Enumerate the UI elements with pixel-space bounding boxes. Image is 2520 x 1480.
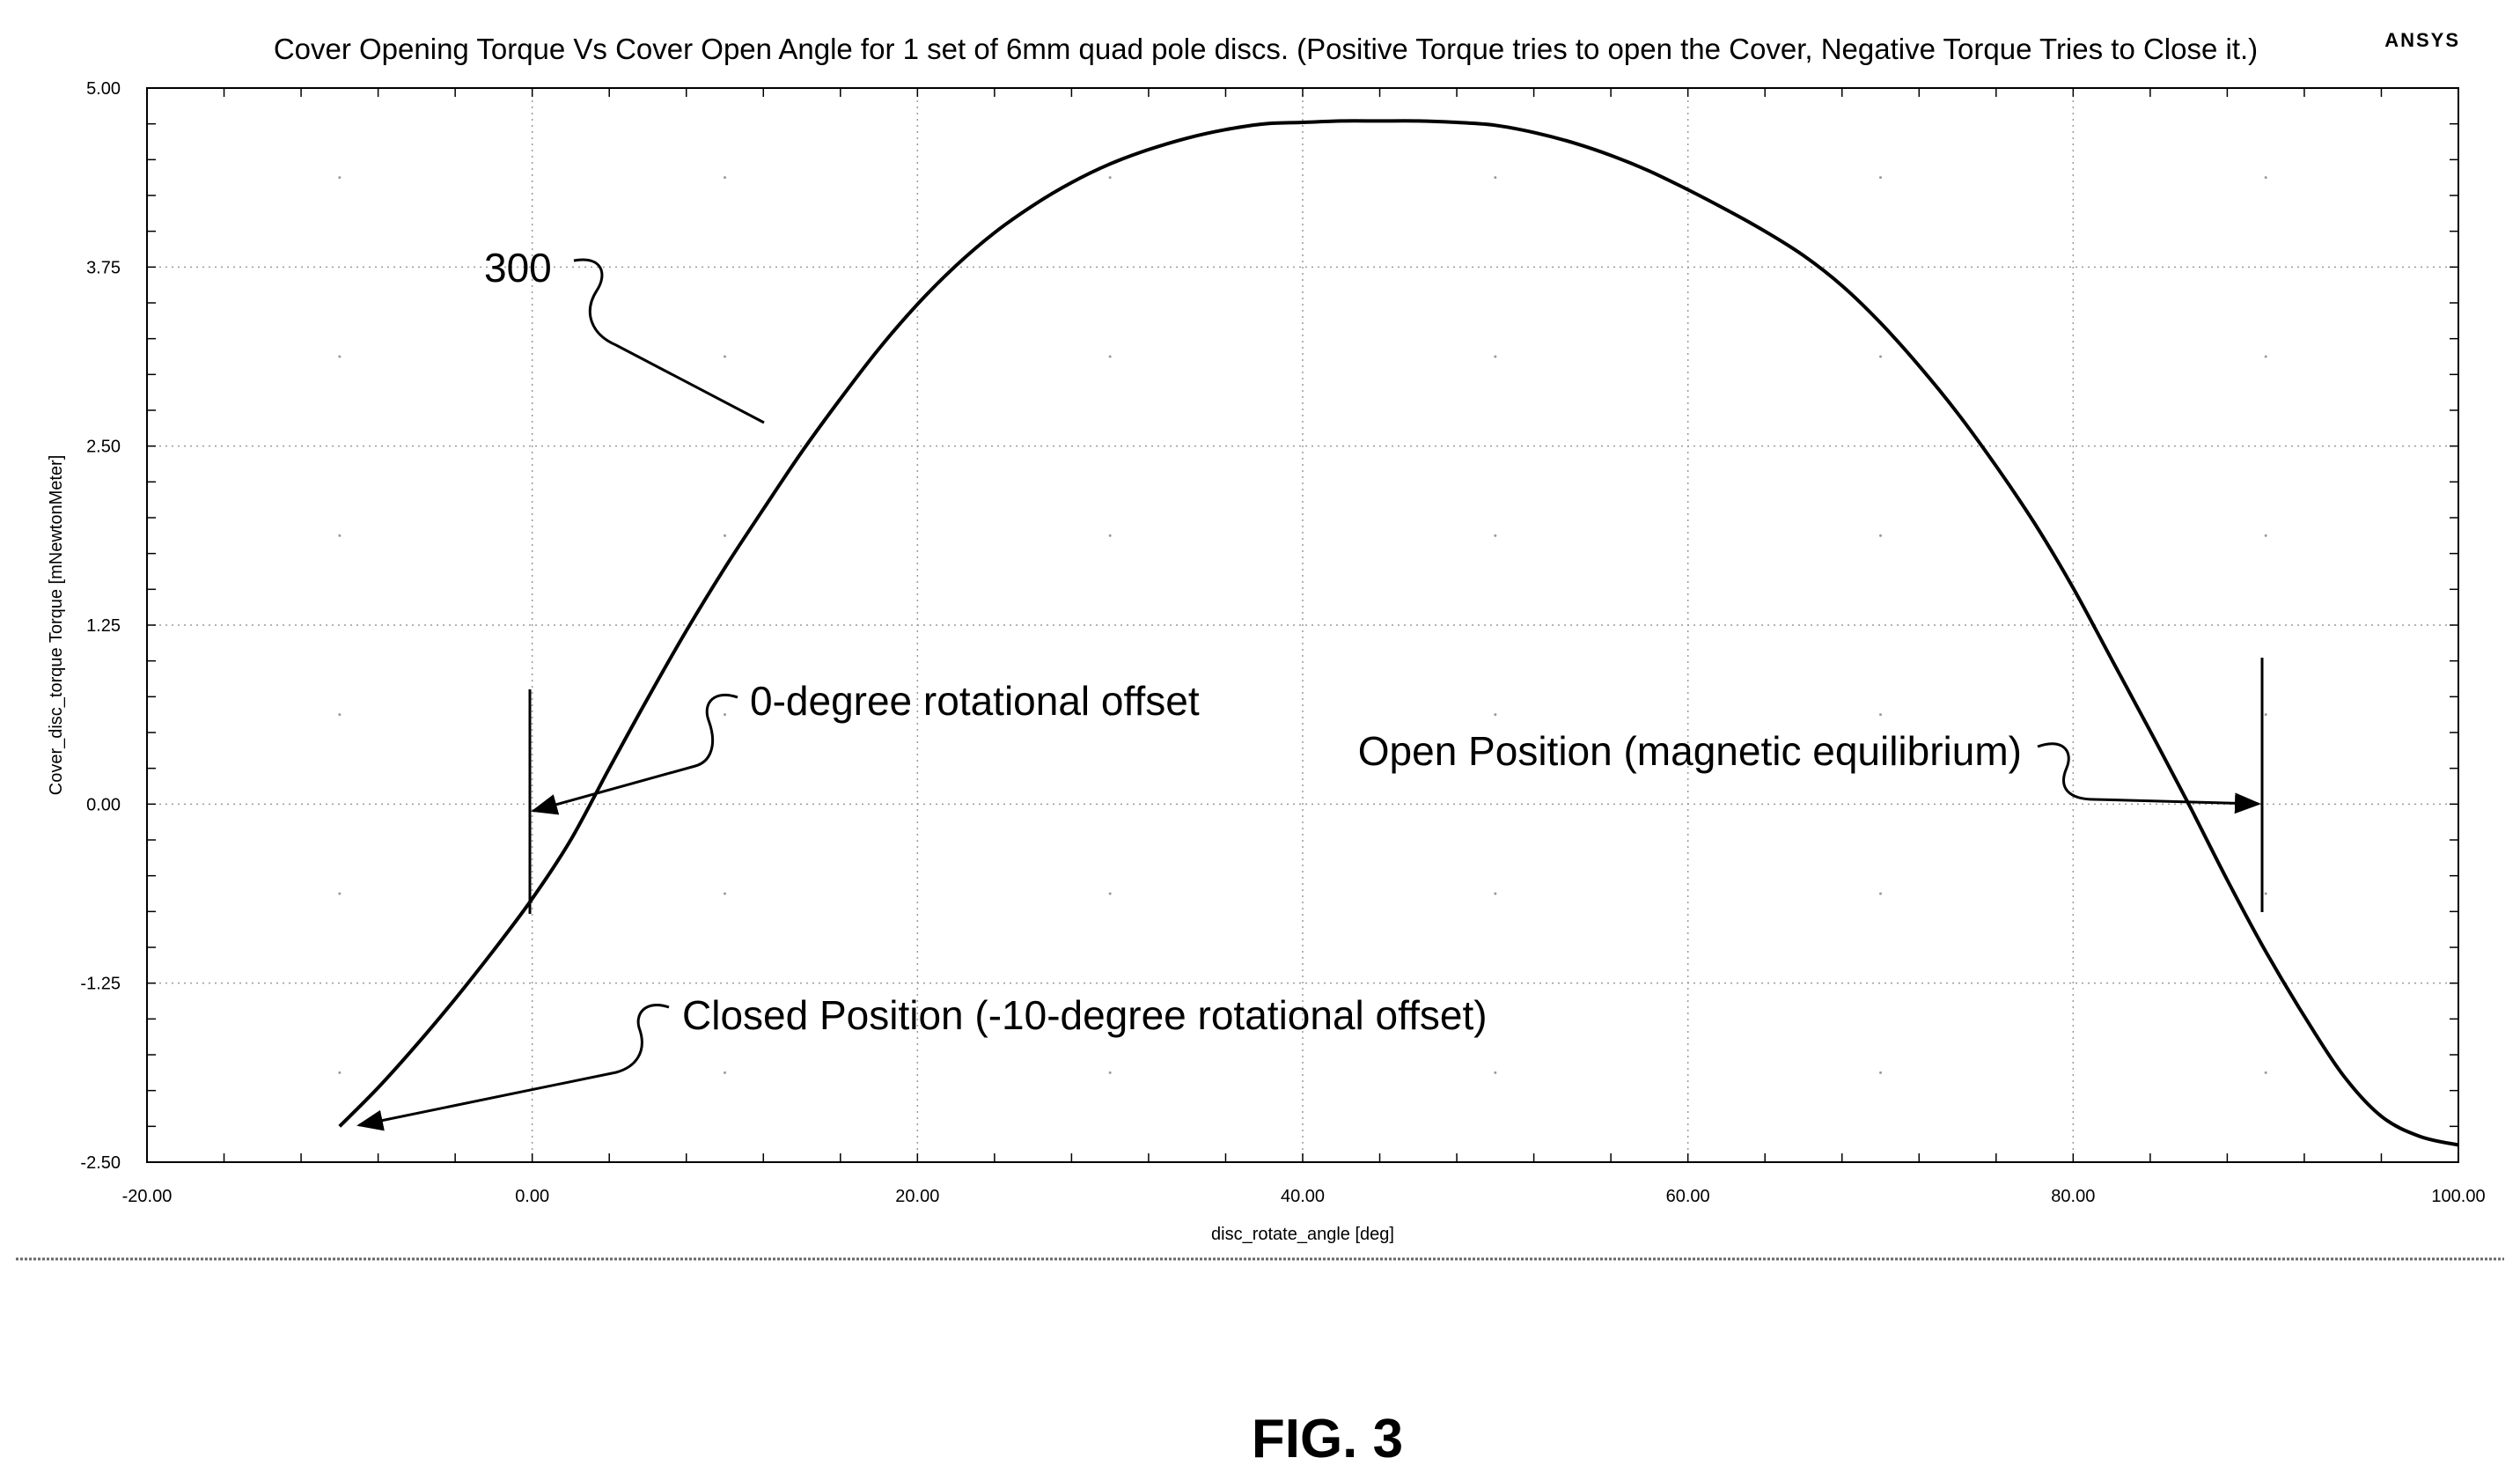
x-tick-label: 100.00 bbox=[2431, 1187, 2485, 1206]
x-axis-title: disc_rotate_angle [deg] bbox=[1211, 1225, 1394, 1244]
sub-grid-dot bbox=[724, 534, 726, 537]
closed-position-leader bbox=[356, 1004, 670, 1131]
figure-caption: FIG. 3 bbox=[1252, 1409, 1403, 1469]
chart-title: Cover Opening Torque Vs Cover Open Angle… bbox=[274, 33, 2258, 65]
y-tick-label: -1.25 bbox=[80, 975, 121, 994]
sub-grid-dot bbox=[2264, 892, 2267, 895]
sub-grid-dot bbox=[724, 176, 726, 180]
closed-position-label: Closed Position (-10-degree rotational o… bbox=[682, 992, 1488, 1038]
sub-grid-dot bbox=[1108, 355, 1112, 358]
sub-grid-dot bbox=[1108, 176, 1112, 180]
series-layer bbox=[338, 119, 2459, 1147]
reference-300-leader bbox=[573, 258, 765, 424]
y-tick-label: 2.50 bbox=[86, 438, 121, 457]
sub-grid-dot bbox=[1494, 892, 1497, 895]
sub-grid-dot bbox=[338, 892, 342, 895]
open-position-label: Open Position (magnetic equilibrium) bbox=[1358, 728, 2022, 774]
sub-grid-dot bbox=[1108, 892, 1112, 895]
sub-grid-dot bbox=[1494, 355, 1497, 358]
zero-offset-label: 0-degree rotational offset bbox=[750, 678, 1200, 724]
x-tick-label: -20.00 bbox=[122, 1187, 173, 1206]
y-tick-label: 3.75 bbox=[86, 258, 121, 277]
sub-grid-dot bbox=[2264, 713, 2267, 717]
sub-grid-dot bbox=[338, 1071, 342, 1074]
sub-grid-dot bbox=[1879, 892, 1882, 895]
y-tick-labels: 5.00 3.75 2.50 1.25 0.00 -1.25 -2.50 bbox=[80, 79, 121, 1173]
sub-grid-dot bbox=[338, 534, 342, 537]
reference-numeral-300: 300 bbox=[484, 245, 552, 291]
sub-grid-dot bbox=[1879, 355, 1882, 358]
sub-grid-dot bbox=[338, 176, 342, 180]
sub-grid-dot bbox=[1494, 534, 1497, 537]
x-tick-label: 80.00 bbox=[2051, 1187, 2095, 1206]
torque-curve bbox=[338, 119, 2459, 1147]
sub-grid-dot bbox=[1108, 1071, 1112, 1074]
plot-frame bbox=[146, 87, 2459, 1163]
sub-grid-dot bbox=[1879, 176, 1882, 180]
sub-grid-dot bbox=[2264, 355, 2267, 358]
sub-grid-dot bbox=[1108, 713, 1112, 717]
x-tick-label: 0.00 bbox=[515, 1187, 549, 1206]
y-tick-label: 1.25 bbox=[86, 616, 121, 636]
sub-grid-dot bbox=[2264, 534, 2267, 537]
sub-grid-dot bbox=[338, 355, 342, 358]
zero-offset-leader bbox=[531, 693, 738, 815]
sub-grid-dot bbox=[1494, 1071, 1497, 1074]
x-tick-label: 40.00 bbox=[1281, 1187, 1325, 1206]
sub-grid-dot bbox=[1879, 1071, 1882, 1074]
sub-grid-dot bbox=[1494, 176, 1497, 180]
sub-grid-dot bbox=[1879, 534, 1882, 537]
open-position-leader bbox=[2037, 742, 2261, 814]
x-tick-labels: -20.00 0.00 20.00 40.00 60.00 80.00 100.00 bbox=[122, 1187, 2486, 1206]
y-tick-label: 0.00 bbox=[86, 795, 121, 814]
y-axis-title: Cover_disc_torque Torque [mNewtonMeter] bbox=[47, 455, 66, 795]
x-tick-label: 20.00 bbox=[895, 1187, 939, 1206]
grid bbox=[147, 88, 2458, 1162]
y-tick-label: 5.00 bbox=[86, 79, 121, 99]
minor-ticks bbox=[146, 87, 2459, 1163]
sub-grid-dot bbox=[1494, 713, 1497, 717]
sub-grid-dot bbox=[2264, 176, 2267, 180]
sub-grid-dot bbox=[1108, 534, 1112, 537]
sub-grid-dot bbox=[338, 713, 342, 717]
ansys-logo: ANSYS bbox=[2384, 29, 2460, 51]
sub-grid-dot bbox=[2264, 1071, 2267, 1074]
sub-grid-dot bbox=[1879, 713, 1882, 717]
x-tick-label: 60.00 bbox=[1666, 1187, 1710, 1206]
sub-grid-dot bbox=[724, 713, 726, 717]
sub-grid-dot bbox=[724, 355, 726, 358]
y-tick-label: -2.50 bbox=[80, 1153, 121, 1173]
sub-grid-dot bbox=[724, 1071, 726, 1074]
sub-grid-dot bbox=[724, 892, 726, 895]
